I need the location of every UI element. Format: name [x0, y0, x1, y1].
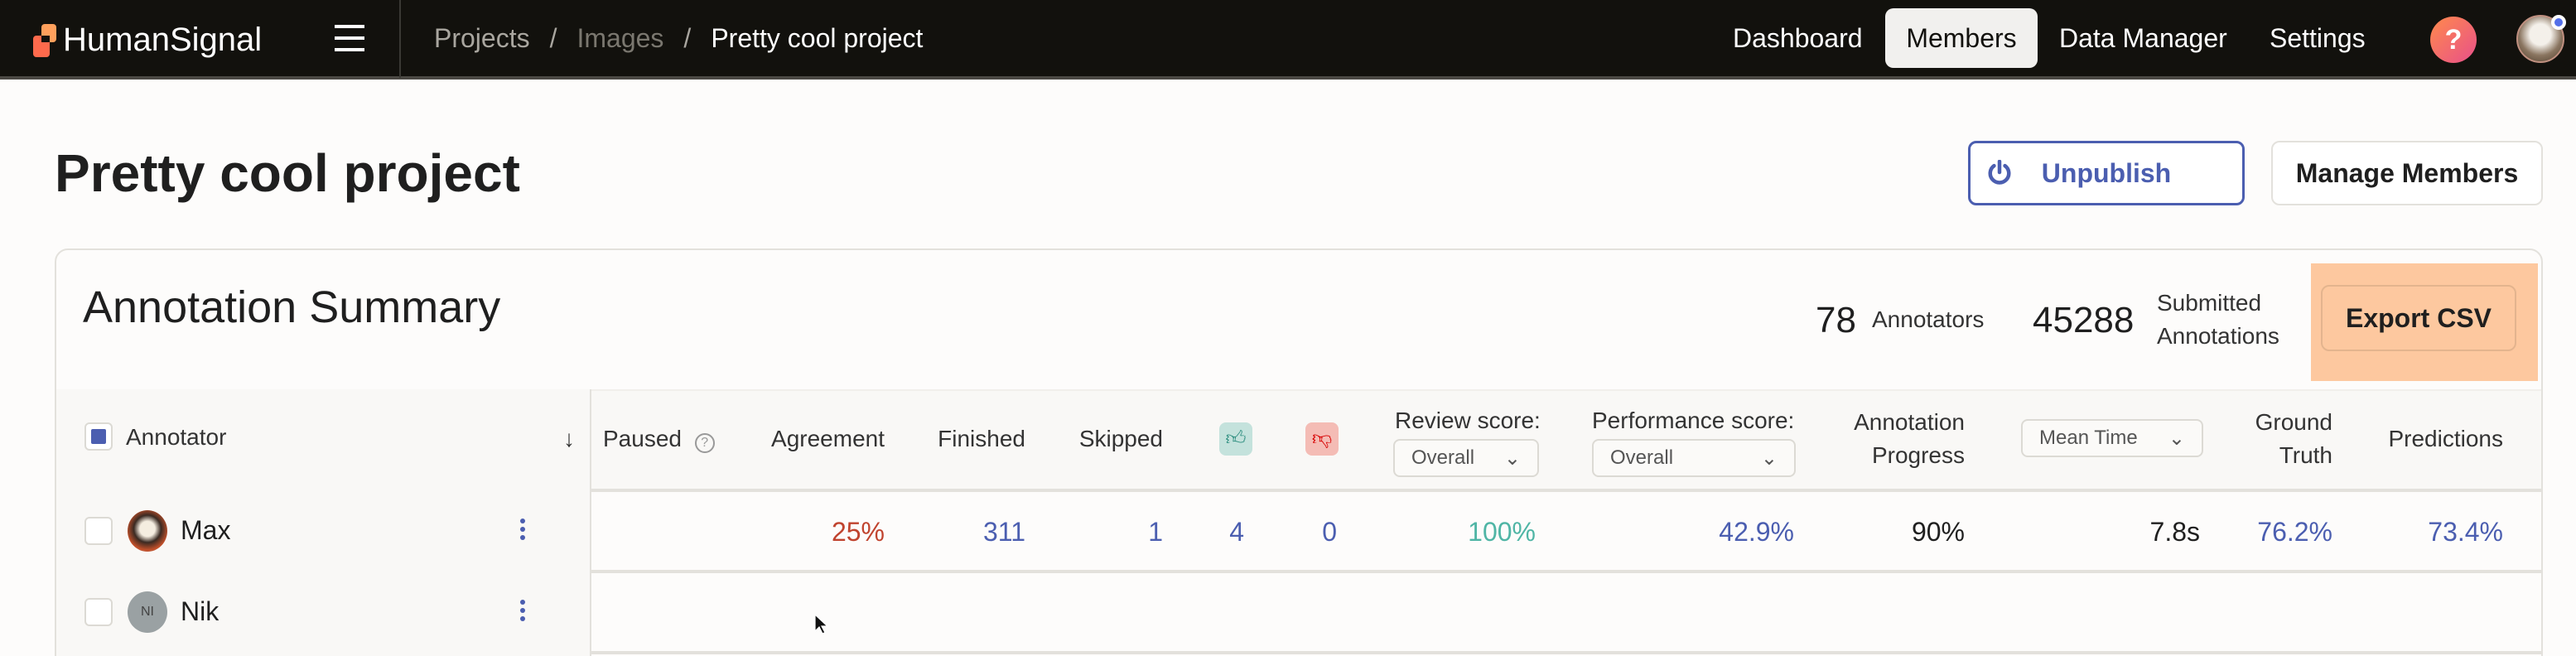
mouse-cursor-icon	[815, 615, 828, 634]
nav-dashboard[interactable]: Dashboard	[1733, 23, 1863, 53]
card-title: Annotation Summary	[83, 282, 501, 332]
header-annotation-progress[interactable]: Annotation Progress	[1854, 409, 1965, 468]
header-agreement[interactable]: Agreement	[771, 426, 885, 451]
header-skipped[interactable]: Skipped	[1078, 426, 1163, 451]
header-performance-score: Performance score:	[1592, 408, 1795, 433]
select-all-checkbox[interactable]	[84, 422, 113, 451]
help-circle-icon: ?	[694, 433, 715, 453]
row-checkbox[interactable]	[84, 517, 113, 545]
breadcrumb-separator: /	[683, 23, 692, 53]
mean-time-select[interactable]: Mean Time ⌄	[2021, 419, 2203, 457]
logo-icon	[33, 23, 60, 57]
user-avatar[interactable]	[2516, 15, 2566, 63]
header-finished[interactable]: Finished	[938, 426, 1025, 451]
unpublish-button[interactable]: Unpublish	[1968, 141, 2245, 205]
agreement-value: 25%	[831, 517, 885, 547]
mean-time-value: 7.8s	[2149, 517, 2200, 547]
performance-score-select[interactable]: Overall ⌄	[1592, 439, 1796, 477]
breadcrumb-projects[interactable]: Projects	[434, 23, 530, 53]
thumbs-up-icon[interactable]: 👍︎	[1219, 422, 1252, 456]
chevron-down-icon: ⌄	[2168, 427, 2185, 450]
progress-value: 90%	[1911, 517, 1965, 547]
nav-data-manager[interactable]: Data Manager	[2059, 23, 2227, 53]
notification-dot	[2551, 15, 2566, 30]
review-score-value: 100%	[1468, 517, 1536, 547]
predictions-value[interactable]: 73.4%	[2428, 517, 2503, 547]
more-options-icon[interactable]	[520, 600, 527, 621]
thumbs-down-icon[interactable]: 👎︎	[1305, 422, 1339, 456]
annotator-name[interactable]: Nik	[181, 596, 219, 626]
chevron-down-icon: ⌄	[1760, 446, 1778, 470]
more-options-icon[interactable]	[520, 519, 527, 540]
header-annotator[interactable]: Annotator	[126, 424, 227, 450]
review-score-select[interactable]: Overall ⌄	[1393, 439, 1539, 477]
skipped-value[interactable]: 1	[1148, 517, 1163, 547]
performance-score-value[interactable]: 42.9%	[1719, 517, 1794, 547]
chevron-down-icon: ⌄	[1503, 446, 1521, 470]
divider	[399, 0, 401, 78]
page-title: Pretty cool project	[55, 143, 520, 203]
menu-icon[interactable]	[335, 25, 364, 51]
nav-members[interactable]: Members	[1885, 8, 2038, 68]
unpublish-label: Unpublish	[2041, 157, 2172, 188]
brand-name: HumanSignal	[63, 22, 263, 58]
breadcrumb-images[interactable]: Images	[576, 23, 664, 53]
annotator-name[interactable]: Max	[181, 515, 231, 545]
thumbs-down-value[interactable]: 0	[1322, 517, 1337, 547]
finished-value[interactable]: 311	[982, 517, 1025, 547]
header-predictions[interactable]: Predictions	[2388, 426, 2503, 451]
breadcrumb: Projects / Images / Pretty cool project	[434, 23, 923, 54]
annotators-count: 78	[1816, 300, 1856, 340]
brand-logo[interactable]: HumanSignal	[33, 22, 262, 59]
power-icon	[1988, 160, 2011, 185]
header-paused: Paused ?	[603, 422, 715, 456]
manage-members-button[interactable]: Manage Members	[2271, 141, 2543, 205]
avatar	[128, 510, 167, 552]
annotators-label: Annotators	[1872, 306, 1985, 332]
table-row	[56, 573, 2541, 654]
top-navbar: HumanSignal Projects / Images / Pretty c…	[0, 0, 2576, 80]
help-icon[interactable]: ?	[2430, 17, 2477, 63]
table-row	[56, 492, 2541, 573]
annotation-summary-card: Annotation Summary 78 Annotators 45288 S…	[55, 248, 2543, 656]
thumbs-up-value[interactable]: 4	[1229, 517, 1244, 547]
header-review-score: Review score:	[1395, 408, 1541, 433]
row-checkbox[interactable]	[84, 598, 113, 626]
avatar: NI	[128, 591, 167, 633]
header-ground-truth[interactable]: Ground Truth	[2255, 409, 2332, 468]
nav-settings[interactable]: Settings	[2270, 23, 2366, 53]
export-csv-button[interactable]: Export CSV	[2321, 285, 2516, 351]
breadcrumb-current: Pretty cool project	[711, 23, 924, 53]
submitted-count: 45288	[2033, 300, 2135, 340]
sort-arrow-icon[interactable]: ↓	[563, 426, 575, 451]
ground-truth-value[interactable]: 76.2%	[2257, 517, 2332, 547]
submitted-label: Submitted Annotations	[2157, 290, 2279, 349]
breadcrumb-separator: /	[549, 23, 557, 53]
